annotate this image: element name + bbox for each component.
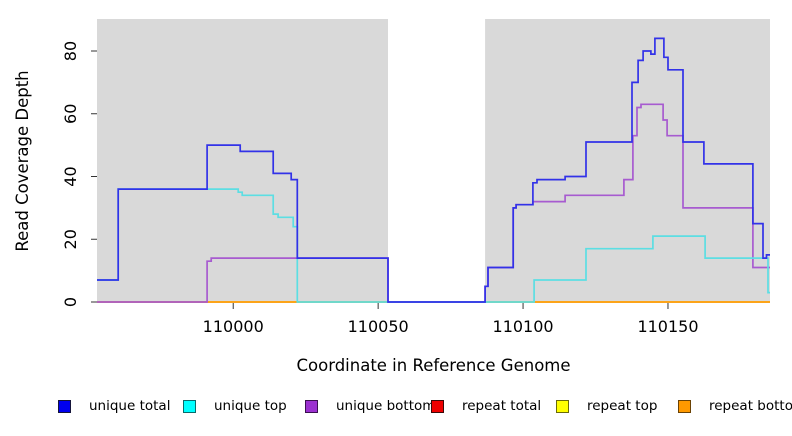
x-tick-label: 110000 (203, 317, 264, 336)
series-unique-top (97, 188, 770, 303)
legend-swatch-icon (556, 399, 569, 413)
legend-item-unique-total: unique total (58, 394, 170, 418)
x-tick-label: 110100 (493, 317, 554, 336)
legend-item-repeat-bottom: repeat bottom (678, 394, 792, 418)
legend-swatch-icon (305, 399, 318, 413)
y-tick-label: 60 (61, 104, 80, 124)
legend-swatch-icon (58, 399, 71, 413)
x-axis-title: Coordinate in Reference Genome (296, 356, 570, 375)
legend-label: unique total (89, 398, 171, 414)
legend-item-unique-top: unique top (183, 394, 287, 418)
y-tick-label: 20 (61, 229, 80, 249)
x-tick-label: 110050 (348, 317, 409, 336)
y-tick-label: 40 (61, 166, 80, 186)
legend-label: repeat top (587, 398, 658, 414)
chart-legend: unique total unique top unique bottom repea… (0, 394, 792, 420)
legend-label: repeat bottom (709, 398, 792, 414)
y-tick-label: 0 (61, 297, 80, 307)
masked-gap-region (387, 19, 486, 303)
series-unique-total (97, 37, 770, 303)
y-tick-label: 80 (61, 41, 80, 61)
legend-item-repeat-top: repeat top (556, 394, 657, 418)
legend-label: repeat total (462, 398, 542, 414)
legend-label: unique bottom (336, 398, 436, 414)
x-tick-label: 110150 (637, 317, 698, 336)
y-axis-title: Read Coverage Depth (13, 70, 32, 251)
legend-swatch-icon (678, 399, 691, 413)
legend-item-unique-bottom: unique bottom (305, 394, 435, 418)
legend-label: unique top (214, 398, 287, 414)
legend-swatch-icon (431, 399, 444, 413)
legend-swatch-icon (183, 399, 196, 413)
legend-item-repeat-total: repeat total (431, 394, 541, 418)
